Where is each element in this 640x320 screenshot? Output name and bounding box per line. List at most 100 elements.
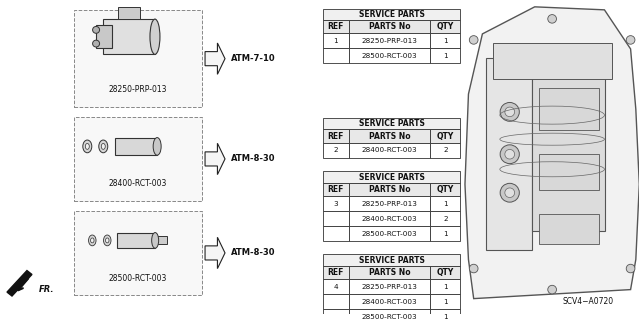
Circle shape (626, 264, 635, 273)
Text: 1: 1 (443, 314, 448, 320)
Text: QTY: QTY (436, 185, 454, 194)
Polygon shape (205, 237, 225, 268)
Bar (117, 233, 155, 248)
Text: PARTS No: PARTS No (369, 185, 410, 194)
Text: 28250-PRP-013: 28250-PRP-013 (362, 37, 417, 44)
Bar (430, 226, 461, 242)
Ellipse shape (88, 235, 96, 246)
Bar (74, 116, 202, 201)
Bar (96, 25, 112, 48)
Text: QTY: QTY (436, 132, 454, 140)
Text: 28400-RCT-003: 28400-RCT-003 (362, 216, 417, 222)
Ellipse shape (101, 143, 105, 149)
Text: 28400-RCT-003: 28400-RCT-003 (362, 147, 417, 153)
Text: PARTS No: PARTS No (369, 22, 410, 31)
Polygon shape (205, 143, 225, 175)
Bar (118, 7, 140, 19)
Circle shape (469, 264, 478, 273)
Circle shape (626, 36, 635, 44)
Bar (323, 9, 461, 20)
Bar (430, 48, 461, 63)
Bar (349, 48, 430, 63)
Text: SERVICE PARTS: SERVICE PARTS (359, 119, 425, 128)
Bar (349, 294, 430, 309)
Bar (349, 196, 430, 211)
Circle shape (548, 15, 557, 23)
Bar (103, 19, 155, 54)
Text: 28500-RCT-003: 28500-RCT-003 (362, 314, 417, 320)
Bar (349, 20, 430, 33)
Text: PARTS No: PARTS No (369, 268, 410, 277)
Bar (323, 33, 349, 48)
Text: QTY: QTY (436, 22, 454, 31)
Ellipse shape (152, 233, 159, 248)
Bar (349, 266, 430, 279)
Circle shape (93, 27, 100, 33)
Text: 28250-PRP-013: 28250-PRP-013 (109, 85, 167, 94)
Text: 3: 3 (333, 201, 338, 206)
Text: 2: 2 (443, 147, 448, 153)
Ellipse shape (106, 238, 109, 243)
Bar (539, 214, 598, 244)
Bar (493, 43, 612, 79)
Bar (539, 154, 598, 190)
Bar (323, 183, 349, 196)
Text: ATM-8-30: ATM-8-30 (231, 155, 275, 164)
Bar (430, 183, 461, 196)
Text: 1: 1 (333, 37, 338, 44)
Circle shape (505, 188, 515, 197)
Bar (323, 254, 461, 266)
Bar (349, 211, 430, 226)
Bar (323, 294, 349, 309)
Ellipse shape (85, 143, 90, 149)
Text: SERVICE PARTS: SERVICE PARTS (359, 10, 425, 19)
Bar (323, 211, 349, 226)
Circle shape (548, 285, 557, 294)
Text: SCV4−A0720: SCV4−A0720 (563, 297, 614, 306)
Bar (349, 143, 430, 158)
Bar (155, 236, 167, 244)
Bar (430, 211, 461, 226)
Polygon shape (465, 7, 639, 299)
Ellipse shape (90, 238, 94, 243)
Bar (323, 226, 349, 242)
Text: 2: 2 (333, 147, 338, 153)
Text: 28250-PRP-013: 28250-PRP-013 (362, 284, 417, 290)
Circle shape (500, 183, 519, 202)
Polygon shape (205, 43, 225, 74)
Bar (323, 279, 349, 294)
Text: 2: 2 (443, 216, 448, 222)
Bar (323, 118, 461, 130)
Bar (349, 309, 430, 320)
Bar (349, 279, 430, 294)
Text: SERVICE PARTS: SERVICE PARTS (359, 256, 425, 265)
Bar (349, 183, 430, 196)
Text: 28500-RCT-003: 28500-RCT-003 (362, 53, 417, 59)
Text: 28400-RCT-003: 28400-RCT-003 (362, 299, 417, 305)
Bar (323, 266, 349, 279)
Bar (323, 309, 349, 320)
Bar (323, 48, 349, 63)
Bar (323, 172, 461, 183)
Text: REF: REF (328, 185, 344, 194)
Text: ATM-8-30: ATM-8-30 (231, 248, 275, 257)
Bar (430, 33, 461, 48)
Ellipse shape (104, 235, 111, 246)
Circle shape (500, 145, 519, 164)
Bar (430, 20, 461, 33)
Text: REF: REF (328, 22, 344, 31)
Text: 1: 1 (443, 231, 448, 237)
Bar (349, 130, 430, 143)
Circle shape (505, 149, 515, 159)
Text: 28250-PRP-013: 28250-PRP-013 (362, 201, 417, 206)
Bar (430, 309, 461, 320)
Text: 1: 1 (443, 299, 448, 305)
Circle shape (469, 36, 478, 44)
Text: SERVICE PARTS: SERVICE PARTS (359, 172, 425, 181)
Bar (349, 226, 430, 242)
Ellipse shape (150, 19, 160, 54)
Bar (323, 20, 349, 33)
Bar (74, 211, 202, 295)
Bar (349, 33, 430, 48)
Bar (532, 77, 605, 231)
